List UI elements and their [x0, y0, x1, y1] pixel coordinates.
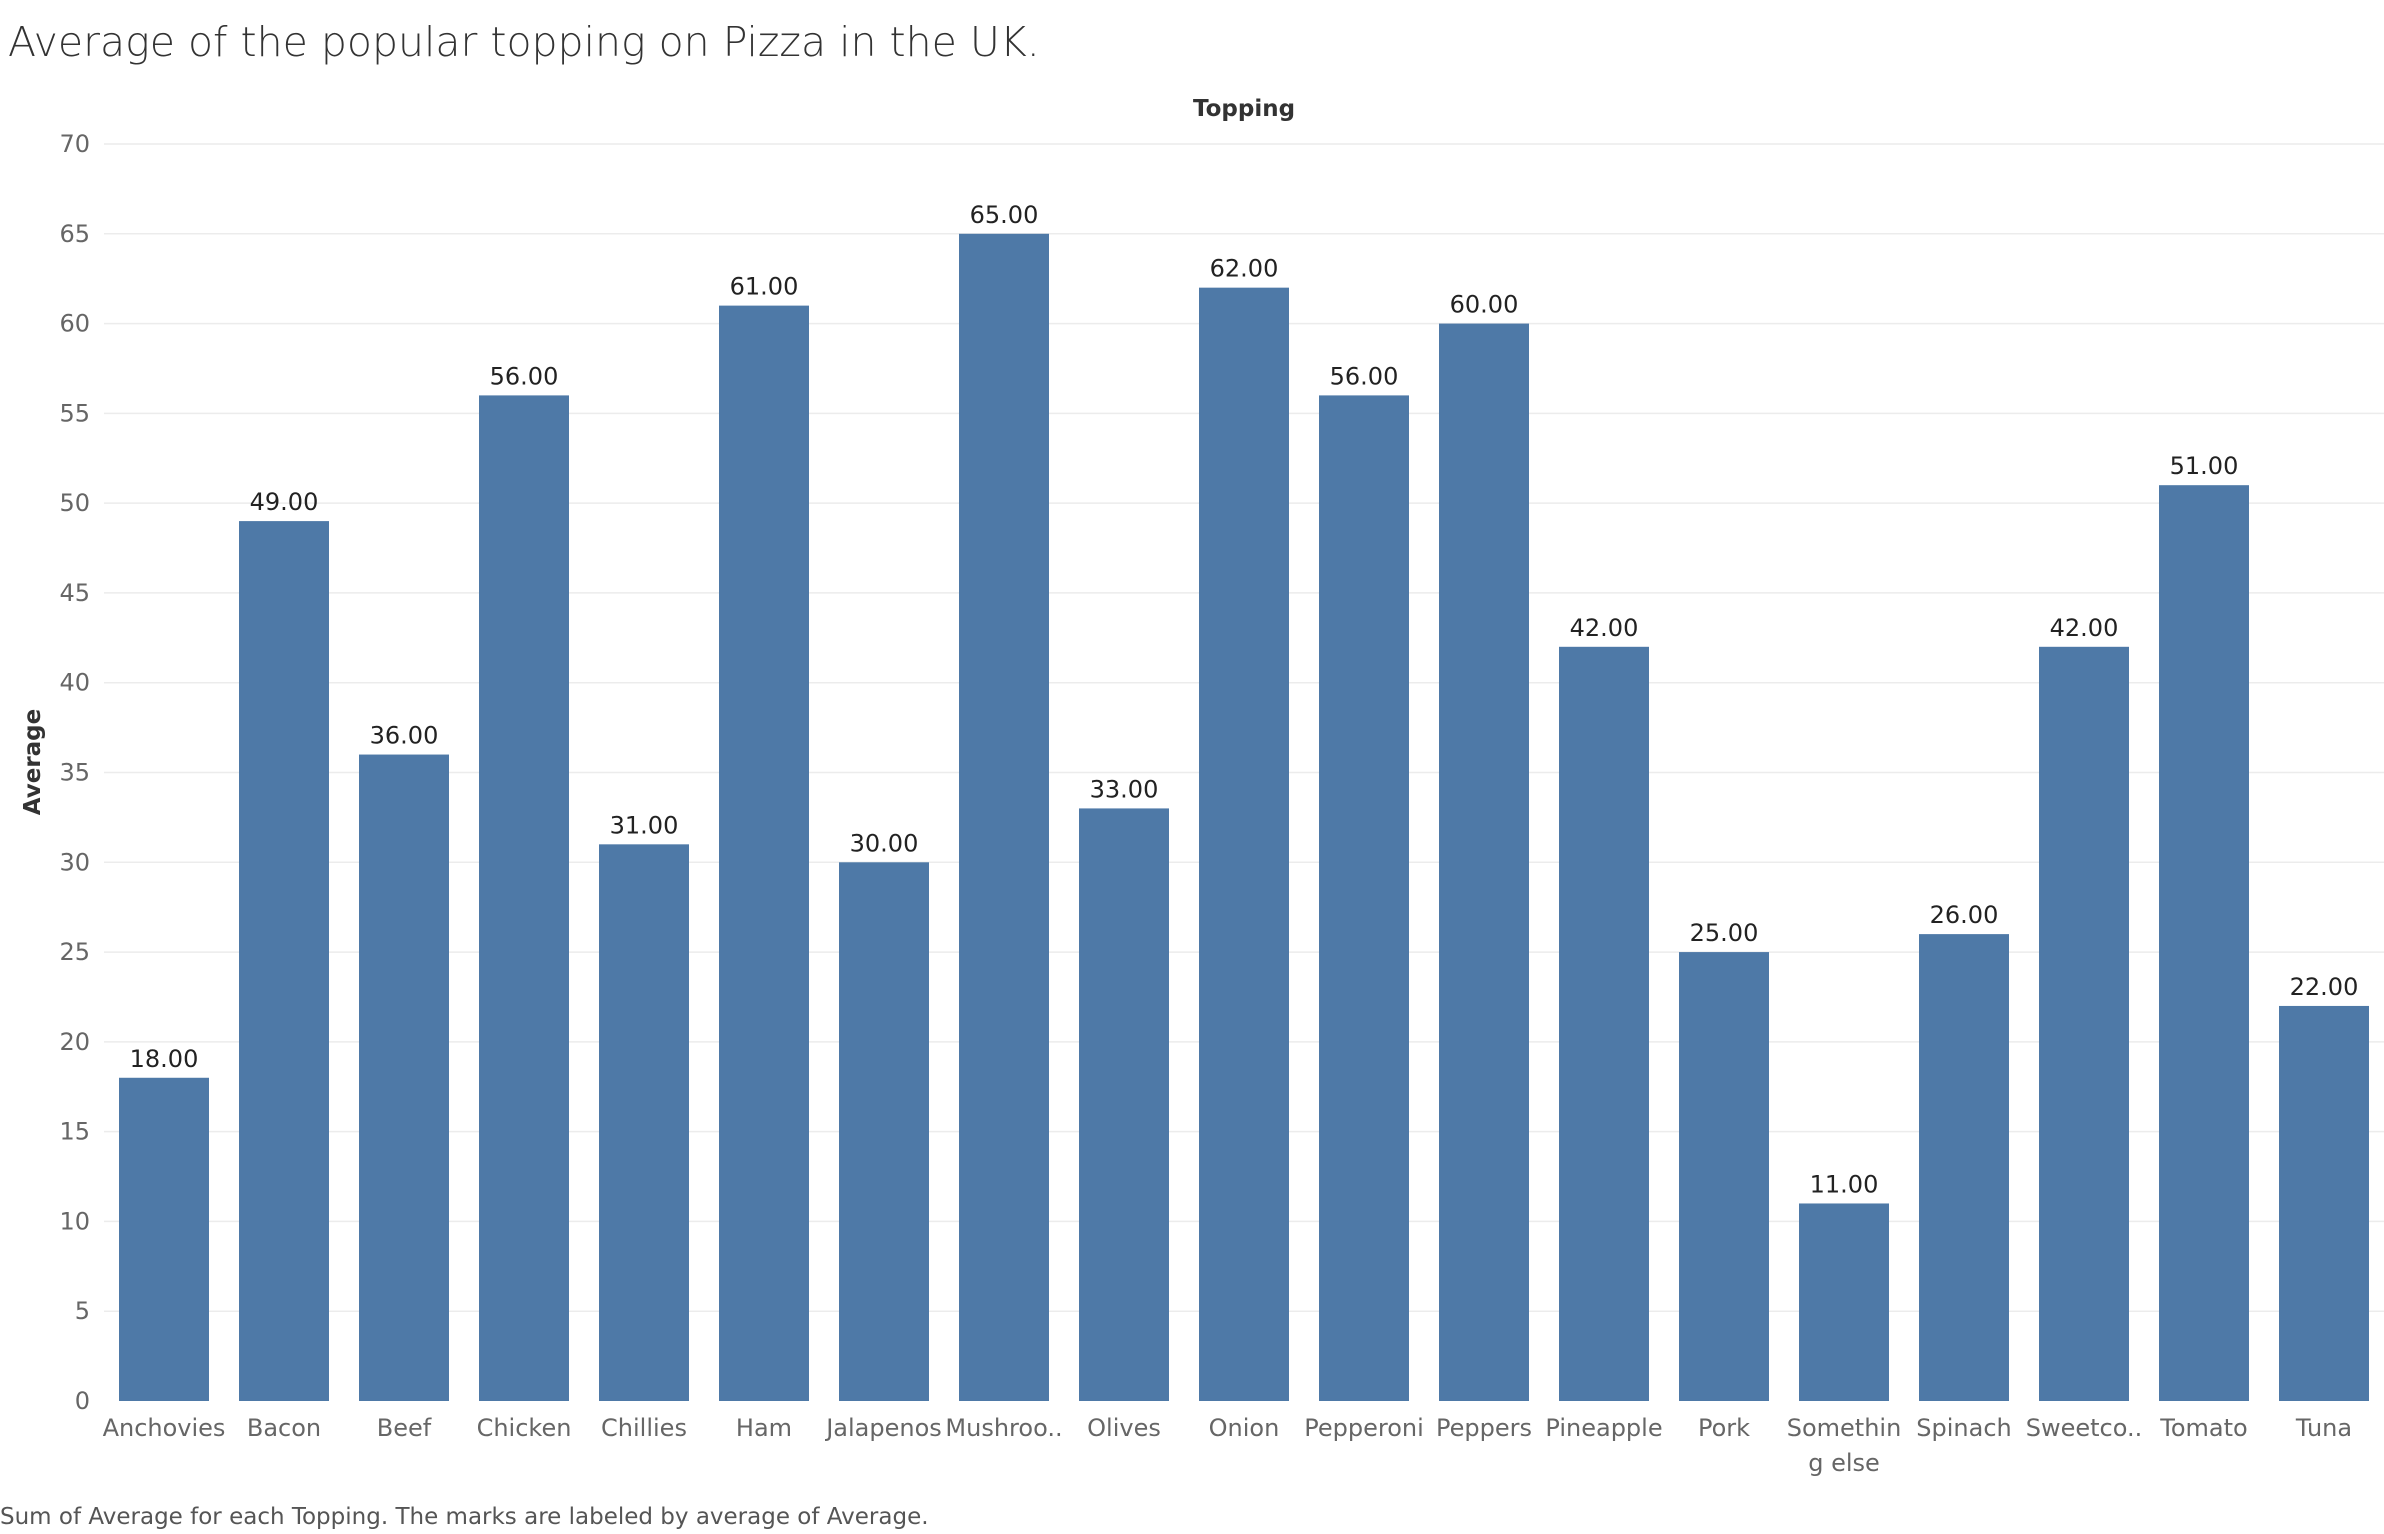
bar [719, 305, 809, 1402]
x-tick-label: Beef [377, 1414, 432, 1442]
bar [1799, 1203, 1889, 1401]
y-tick-label: 45 [59, 579, 90, 607]
x-tick-label: Sweetco.. [2026, 1414, 2143, 1442]
bar [839, 862, 929, 1401]
x-tick-label: Tuna [2295, 1414, 2352, 1442]
bar [119, 1077, 209, 1401]
y-tick-label: 30 [59, 848, 90, 876]
y-tick-label: 5 [75, 1297, 90, 1325]
y-tick-label: 40 [59, 669, 90, 697]
y-axis-title: Average [20, 709, 46, 816]
bar [359, 754, 449, 1401]
data-label: 51.00 [2170, 452, 2239, 480]
data-label: 18.00 [130, 1045, 199, 1073]
y-tick-label: 60 [59, 310, 90, 338]
bar [1319, 395, 1409, 1401]
data-label: 56.00 [490, 362, 559, 390]
y-tick-label: 55 [59, 399, 90, 427]
data-label: 42.00 [2050, 614, 2119, 642]
x-tick-label: Olives [1087, 1414, 1161, 1442]
y-tick-label: 65 [59, 220, 90, 248]
bar [1079, 808, 1169, 1401]
x-axis: Anchovies Bacon Beef Chicken Chillies Ham Jala… [103, 1414, 2353, 1477]
bar [1919, 934, 2009, 1401]
y-tick-label: 70 [59, 130, 90, 158]
data-label: 30.00 [850, 829, 919, 857]
bar [239, 521, 329, 1401]
bar [2159, 485, 2249, 1402]
x-tick-label: Spinach [1916, 1414, 2011, 1442]
data-label: 33.00 [1090, 775, 1159, 803]
data-label: 62.00 [1210, 255, 1279, 283]
x-tick-label: Pork [1698, 1414, 1750, 1442]
bar [2039, 646, 2129, 1401]
bar [1559, 646, 1649, 1401]
x-tick-label: Chillies [601, 1414, 687, 1442]
y-tick-label: 25 [59, 938, 90, 966]
y-tick-label: 10 [59, 1207, 90, 1235]
x-tick-label: Jalapenos [824, 1414, 942, 1442]
bar-chart: 0 5 10 15 20 25 30 35 40 45 50 55 60 65 70 18.00 49.00 3… [20, 96, 2384, 1477]
x-tick-label: Pepperoni [1304, 1414, 1424, 1442]
chart-title: Average of the popular topping on Pizza … [8, 18, 1040, 66]
data-label: 56.00 [1330, 362, 1399, 390]
x-tick-label: Chicken [477, 1414, 572, 1442]
bar [1679, 952, 1769, 1401]
bars [119, 233, 2369, 1402]
x-tick-label: Mushroo.. [945, 1414, 1062, 1442]
chart-caption: Sum of Average for each Topping. The mar… [0, 1504, 929, 1530]
y-tick-label: 50 [59, 489, 90, 517]
y-tick-label: 20 [59, 1028, 90, 1056]
y-tick-label: 35 [59, 759, 90, 787]
bar [2279, 1005, 2369, 1401]
data-label: 25.00 [1690, 919, 1759, 947]
y-tick-label: 15 [59, 1118, 90, 1146]
bar [479, 395, 569, 1401]
x-tick-label: Tomato [2159, 1414, 2247, 1442]
data-label: 61.00 [730, 273, 799, 301]
data-label: 22.00 [2290, 973, 2359, 1001]
y-axis: 0 5 10 15 20 25 30 35 40 45 50 55 60 65 70 [59, 130, 90, 1415]
data-label: 11.00 [1810, 1170, 1879, 1198]
bar [599, 844, 689, 1401]
x-tick-label: Pineapple [1545, 1414, 1662, 1442]
x-tick-label: Somethin [1787, 1414, 1902, 1442]
data-label: 42.00 [1570, 614, 1639, 642]
data-label: 60.00 [1450, 291, 1519, 319]
x-tick-label: Anchovies [103, 1414, 226, 1442]
data-label: 65.00 [970, 201, 1039, 229]
x-axis-title: Topping [1193, 96, 1295, 122]
y-tick-label: 0 [75, 1387, 90, 1415]
data-label: 26.00 [1930, 901, 1999, 929]
bar [1199, 287, 1289, 1402]
bar [959, 233, 1049, 1401]
x-tick-label: Ham [736, 1414, 792, 1442]
data-label: 36.00 [370, 722, 439, 750]
x-tick-label: Onion [1209, 1414, 1280, 1442]
x-tick-label: g else [1808, 1449, 1880, 1477]
bar [1439, 323, 1529, 1402]
x-tick-label: Bacon [247, 1414, 321, 1442]
x-tick-label: Peppers [1436, 1414, 1532, 1442]
data-labels: 18.00 49.00 36.00 56.00 31.00 61.00 30.00 65.00… [130, 201, 2359, 1199]
data-label: 31.00 [610, 811, 679, 839]
data-label: 49.00 [250, 488, 319, 516]
